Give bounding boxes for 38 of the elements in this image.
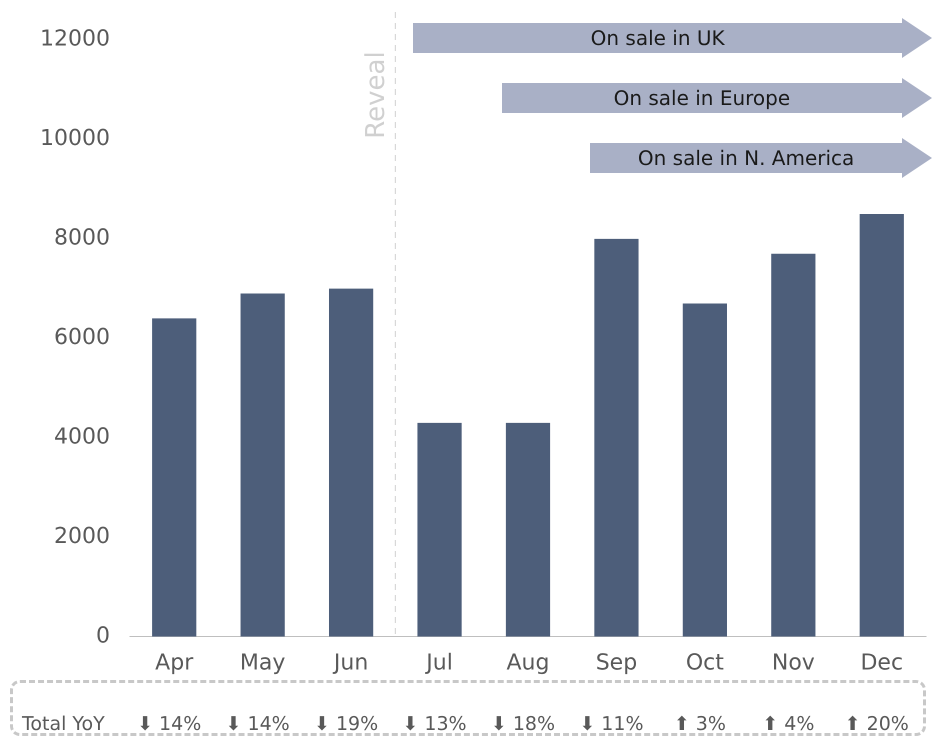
text: Total YoY — [22, 713, 105, 735]
text: ⬆ 20% — [844, 713, 910, 735]
bar — [860, 214, 904, 637]
y-tick-label: 8000 — [54, 226, 110, 251]
bar — [682, 304, 727, 637]
x-tick-label: Sep — [596, 650, 638, 676]
text: ⬇ 14% — [224, 713, 291, 735]
annotation: On sale in UK — [413, 23, 902, 53]
text: ⬇ 11% — [578, 713, 645, 735]
bar — [328, 288, 374, 637]
bar — [506, 422, 550, 637]
text: ⬆ 3% — [672, 713, 727, 735]
bar — [240, 294, 285, 637]
x-tick-label: Dec — [860, 650, 904, 676]
bar — [152, 318, 196, 637]
x-tick-label: Aug — [506, 650, 550, 676]
x-tick-label: May — [240, 650, 286, 676]
annotation: On sale in Europe — [502, 83, 902, 113]
x-tick-label: Jun — [332, 650, 368, 676]
x-tick-label: Jul — [424, 650, 453, 676]
bar — [417, 422, 462, 637]
text: ⬆ 4% — [761, 713, 816, 735]
bar — [594, 238, 639, 637]
text: ⬇ 18% — [490, 713, 556, 735]
y-tick-label: 10000 — [40, 126, 110, 152]
bar — [771, 254, 816, 637]
text: ⬇ 13% — [401, 713, 468, 735]
text: ⬇ 19% — [312, 713, 380, 735]
y-tick-label: 12000 — [40, 26, 110, 52]
y-tick-label: 4000 — [54, 424, 110, 450]
annotation: On sale in N. America — [590, 143, 902, 173]
x-tick-label: Oct — [686, 650, 724, 676]
text: ⬇ 14% — [136, 713, 202, 735]
x-tick-label: Apr — [155, 650, 194, 676]
y-tick-label: 6000 — [54, 325, 110, 350]
y-tick-label: 2000 — [54, 524, 110, 549]
x-tick-label: Nov — [772, 650, 815, 676]
y-tick-label: 0 — [96, 623, 110, 648]
